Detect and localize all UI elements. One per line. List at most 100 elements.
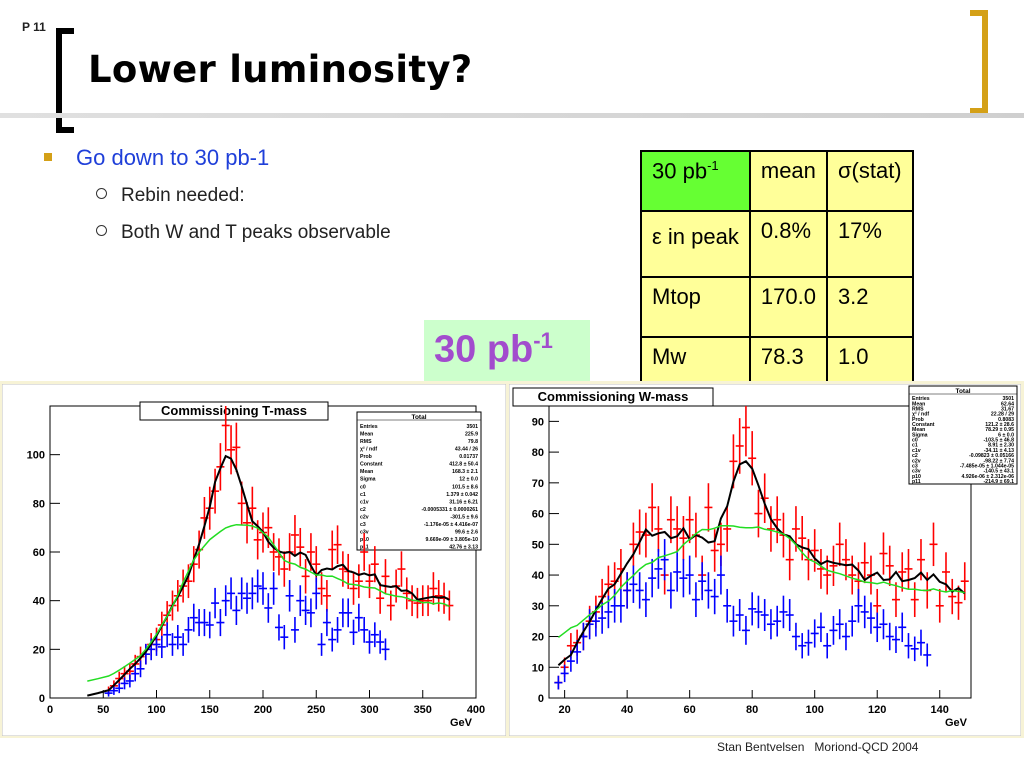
square-bullet-icon [44,153,52,162]
table-cell: ε in peak [640,210,751,278]
stats-value: -214.9 ± 69.1 [983,479,1014,485]
table-cell: 17% [825,210,914,278]
stats-key: Sigma [912,432,928,438]
stats-value: 0.8083 [998,417,1014,423]
stats-value: 8.91 ± 2.30 [988,443,1014,449]
stats-value: -98.22 ± 7.74 [983,458,1014,464]
stats-value: 121.2 ± 28.6 [985,422,1014,428]
x-tick-label: 400 [467,704,485,716]
y-tick-label: 30 [532,601,544,613]
stats-value: -140.5 ± 43.1 [983,469,1014,475]
stats-value: -103.5 ± 46.8 [983,438,1014,444]
stats-title: Total [955,388,970,395]
results-table: 30 pb-1 mean σ(stat) ε in peak 0.8% 17% … [640,150,914,398]
stats-value: -1.176e-05 ± 4.416e-07 [424,522,478,528]
chart-title: Commissioning T-mass [161,403,307,418]
stats-key: c2v [912,458,921,464]
stats-value: 42.76 ± 3.13 [449,544,478,550]
plot-frame [548,405,972,699]
stats-key: c3v [912,469,921,475]
x-tick-label: 250 [307,704,325,716]
x-tick-label: 140 [931,704,949,716]
chart-title-box [512,387,714,407]
stats-value: 31.16 ± 6.21 [449,499,478,505]
stats-key: Constant [912,422,935,428]
x-tick-label: 0 [47,704,53,716]
stats-key: Entries [360,424,378,430]
y-tick-label: 100 [27,450,45,462]
y-tick-label: 0 [538,693,544,705]
main-bullet-text: Go down to 30 pb-1 [76,145,270,170]
x-tick-label: 200 [254,704,272,716]
stats-value: 225.9 [465,432,478,438]
footer-author: Stan Bentvelsen [717,740,805,754]
stats-key: Mean [912,427,925,433]
footer: Stan Bentvelsen Moriond-QCD 2004 [717,740,918,754]
left-bracket-decoration [56,28,74,133]
stats-key: Entries [912,396,930,402]
y-tick-label: 20 [33,644,45,656]
stats-key: Sigma [360,477,376,483]
table-cell: Mtop [640,276,751,338]
stats-key: c3 [360,522,366,528]
stats-value: -7.485e-05 ± 1.044e-05 [960,463,1014,469]
sub-bullet: Rebin needed: [96,185,245,207]
x-tick-label: 50 [97,704,109,716]
table-header-cell: mean [748,150,828,212]
x-axis-label: GeV [450,717,473,729]
chart-title-box [139,401,329,421]
stats-value: -0.0005331 ± 0.0000261 [421,507,478,513]
stats-key: Mean [360,432,373,438]
main-bullet: Go down to 30 pb-1 [44,145,269,171]
stats-key: p11 [912,479,921,485]
stats-key: c0 [912,438,918,444]
stats-value: 1.379 ± 0.042 [446,492,478,498]
table-cell: 3.2 [825,276,914,338]
right-bracket-decoration [970,10,988,114]
x-tick-label: 100 [806,704,824,716]
stats-key: c1 [360,492,366,498]
sub-bullet-text: Both W and T peaks observable [121,222,391,243]
circle-bullet-icon [96,225,107,237]
luminosity-sup: -1 [533,328,553,353]
y-tick-label: 40 [532,570,544,582]
stats-key: c2v [360,514,369,520]
stats-value: 12 ± 0.0 [459,477,478,483]
stats-key: p10 [912,474,921,480]
y-tick-label: 90 [532,416,544,428]
stats-value: 79.8 [468,439,478,445]
stats-value: 3501 [1002,396,1014,402]
luminosity-box [424,320,590,384]
stats-value: 22.28 / 29 [991,412,1014,418]
y-tick-label: 60 [33,547,45,559]
background-fit-curve [557,524,965,638]
x-tick-label: 20 [559,704,571,716]
stats-title: Total [411,414,426,421]
title-rule [0,113,1024,118]
stats-key: c1 [912,443,918,449]
x-tick-label: 350 [414,704,432,716]
stats-key: c1v [912,448,921,454]
x-tick-label: 60 [684,704,696,716]
stats-key: Constant [360,462,383,468]
luminosity-label: 30 pb-1 [434,328,553,372]
header-lumi-sup: -1 [707,158,719,173]
stats-value: 101.5 ± 8.6 [452,484,478,490]
y-tick-label: 60 [532,509,544,521]
circle-bullet-icon [96,188,107,200]
x-tick-label: 100 [147,704,165,716]
chart-title: Commissioning W-mass [538,389,689,404]
stats-key: c1v [360,499,369,505]
stats-key: c2 [360,507,366,513]
stats-key: c2 [912,453,918,459]
stats-key: Mean [360,469,373,475]
luminosity-text: 30 pb [434,328,534,371]
stats-key: c0 [360,484,366,490]
y-tick-label: 50 [532,539,544,551]
y-tick-label: 80 [33,498,45,510]
footer-event: Moriond-QCD 2004 [814,740,919,754]
background-fit-curve [87,523,450,682]
stats-key: RMS [912,406,924,412]
table-header-row: 30 pb-1 mean σ(stat) [640,150,914,212]
